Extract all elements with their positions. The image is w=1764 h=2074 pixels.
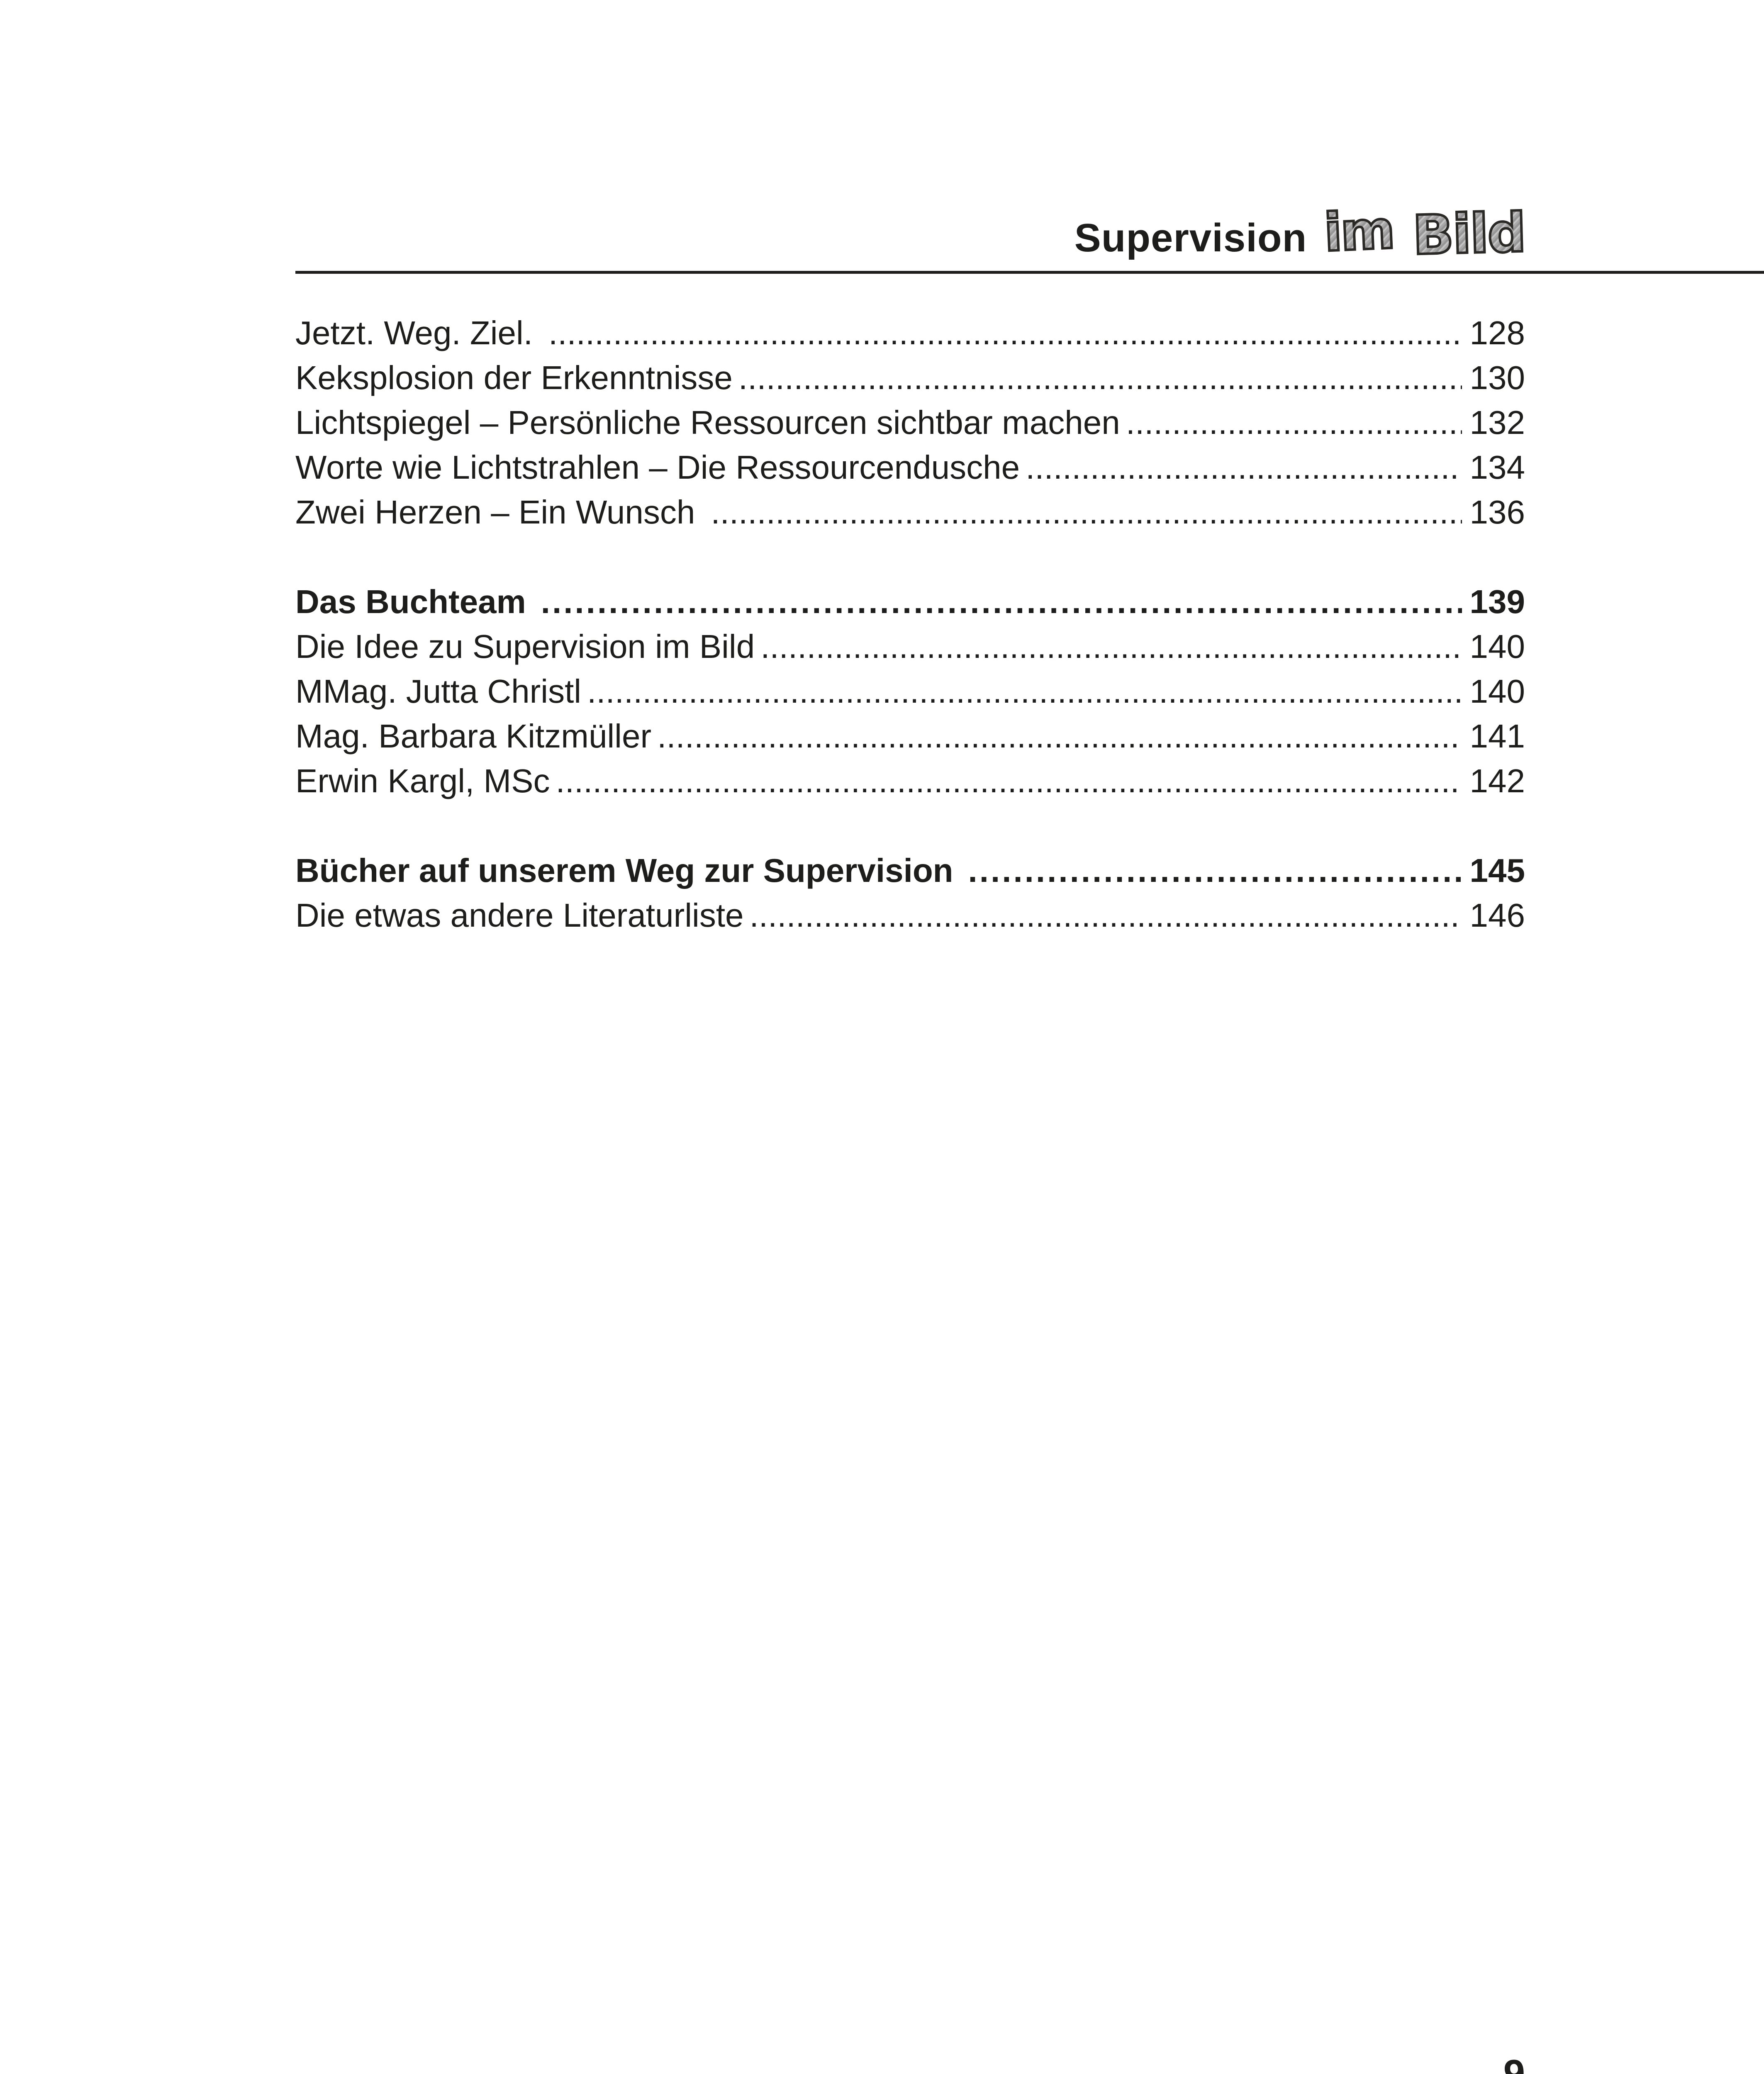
logo-im: im xyxy=(1322,198,1396,264)
toc-row: Worte wie Lichtstrahlen – Die Ressourcen… xyxy=(295,445,1525,490)
dot-leader xyxy=(1026,445,1462,490)
dot-leader xyxy=(968,848,1462,893)
toc-section-row: Bücher auf unserem Weg zur Supervision 1… xyxy=(295,848,1525,893)
toc-entry-label: Die Idee zu Supervision im Bild xyxy=(295,628,755,665)
dot-leader xyxy=(760,624,1462,669)
page-header: Supervision im Bild xyxy=(295,198,1527,268)
page-number: 9 xyxy=(1503,2052,1525,2074)
toc-section-page: 145 xyxy=(1469,852,1525,889)
dot-leader xyxy=(548,311,1462,355)
toc-row: Die Idee zu Supervision im Bild 140 xyxy=(295,624,1525,669)
toc-entry-page: 134 xyxy=(1469,449,1525,486)
toc-entry-page: 128 xyxy=(1469,314,1525,351)
toc-row: Keksplosion der Erkenntnisse 130 xyxy=(295,355,1525,400)
table-of-contents: Jetzt. Weg. Ziel. 128 Keksplosion der Er… xyxy=(295,311,1525,938)
dot-leader xyxy=(556,759,1462,803)
toc-section-page: 139 xyxy=(1469,583,1525,620)
toc-row: Erwin Kargl, MSc 142 xyxy=(295,759,1525,803)
toc-entry-page: 146 xyxy=(1469,897,1525,934)
toc-entry-page: 141 xyxy=(1469,718,1525,755)
toc-entry-label: MMag. Jutta Christl xyxy=(295,673,582,710)
header-rule xyxy=(295,271,1764,274)
toc-entry-page: 140 xyxy=(1469,628,1525,665)
toc-entry-label: Erwin Kargl, MSc xyxy=(295,762,550,799)
toc-entry-page: 132 xyxy=(1469,404,1525,441)
toc-entry-label: Keksplosion der Erkenntnisse xyxy=(295,359,733,396)
toc-entry-label: Lichtspiegel – Persönliche Ressourcen si… xyxy=(295,404,1120,441)
toc-section-label: Das Buchteam xyxy=(295,583,526,620)
toc-section-label: Bücher auf unserem Weg zur Supervision xyxy=(295,852,953,889)
dot-leader xyxy=(738,355,1462,400)
toc-entry-label: Jetzt. Weg. Ziel. xyxy=(295,314,533,351)
dot-leader xyxy=(587,669,1462,714)
toc-row: MMag. Jutta Christl 140 xyxy=(295,669,1525,714)
toc-row: Mag. Barbara Kitzmüller 141 xyxy=(295,714,1525,759)
toc-row: Lichtspiegel – Persönliche Ressourcen si… xyxy=(295,400,1525,445)
dot-leader xyxy=(750,893,1462,938)
toc-entry-page: 140 xyxy=(1469,673,1525,710)
toc-row: Die etwas andere Literaturliste 146 xyxy=(295,893,1525,938)
toc-section-row: Das Buchteam 139 xyxy=(295,579,1525,624)
logo-bild: Bild xyxy=(1411,200,1527,268)
toc-entry-label: Mag. Barbara Kitzmüller xyxy=(295,718,652,755)
toc-row: Jetzt. Weg. Ziel. 128 xyxy=(295,311,1525,355)
toc-entry-label: Die etwas andere Literaturliste xyxy=(295,897,744,934)
toc-row: Zwei Herzen – Ein Wunsch 136 xyxy=(295,490,1525,535)
book-title: Supervision xyxy=(1074,216,1307,260)
toc-entry-page: 142 xyxy=(1469,762,1525,799)
toc-entry-label: Zwei Herzen – Ein Wunsch xyxy=(295,494,695,531)
toc-entry-page: 130 xyxy=(1469,359,1525,396)
dot-leader xyxy=(1126,400,1462,445)
dot-leader xyxy=(541,579,1462,624)
toc-entry-label: Worte wie Lichtstrahlen – Die Ressourcen… xyxy=(295,449,1020,486)
dot-leader xyxy=(657,714,1462,759)
dot-leader xyxy=(711,490,1462,535)
toc-entry-page: 136 xyxy=(1469,494,1525,531)
